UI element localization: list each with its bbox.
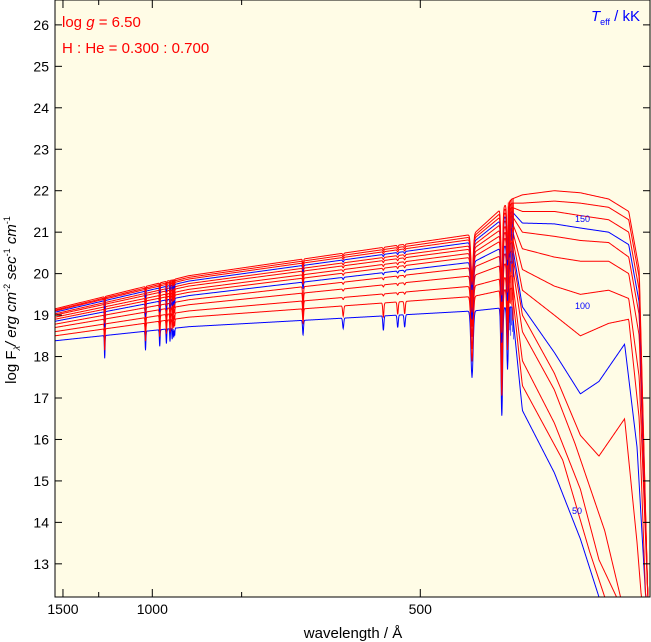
y-tick-label: 23	[33, 141, 49, 157]
teff-legend-label: Teff / kK	[591, 8, 640, 27]
y-tick-label: 17	[33, 390, 49, 406]
y-axis-title: log Fλ/ erg cm-2 sec-1 cm-1	[2, 216, 22, 384]
log-g-annotation: log g = 6.50	[62, 14, 141, 31]
y-tick-label: 25	[33, 58, 49, 74]
y-tick-label: 26	[33, 17, 49, 33]
x-axis-title: wavelength / Å	[303, 625, 402, 642]
y-tick-label: 16	[33, 431, 49, 447]
curve-label-150: 150	[575, 214, 590, 224]
y-tick-label: 21	[33, 224, 49, 240]
y-tick-label: 24	[33, 100, 49, 116]
y-tick-label: 20	[33, 266, 49, 282]
y-tick-label: 14	[33, 514, 49, 530]
y-tick-label: 15	[33, 473, 49, 489]
x-tick-label: 500	[409, 601, 433, 617]
y-tick-label: 19	[33, 307, 49, 323]
x-tick-label: 1500	[47, 601, 78, 617]
x-tick-label: 1000	[137, 601, 168, 617]
y-tick-label: 18	[33, 349, 49, 365]
curve-label-100: 100	[575, 301, 590, 311]
y-tick-label: 22	[33, 183, 49, 199]
curve-label-50: 50	[572, 506, 582, 516]
composition-annotation: H : He = 0.300 : 0.700	[62, 40, 209, 57]
y-tick-label: 13	[33, 556, 49, 572]
